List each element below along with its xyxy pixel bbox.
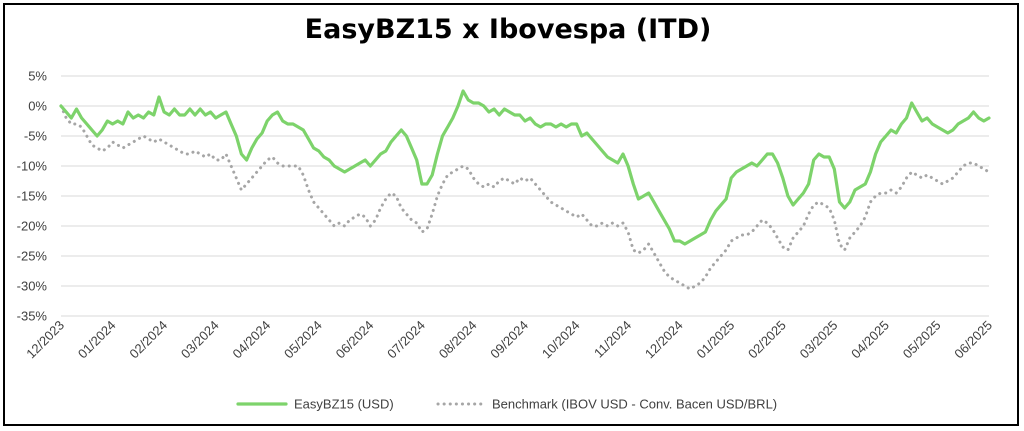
x-tick-label: 01/2025 bbox=[694, 318, 738, 362]
chart-frame bbox=[3, 3, 1019, 426]
x-tick-label: 02/2024 bbox=[126, 318, 170, 362]
x-tick-label: 11/2024 bbox=[591, 318, 634, 361]
legend-label-benchmark: Benchmark (IBOV USD - Conv. Bacen USD/BR… bbox=[492, 397, 777, 412]
y-tick-label: -5% bbox=[24, 129, 48, 144]
x-tick-label: 05/2025 bbox=[900, 318, 944, 362]
y-tick-label: -10% bbox=[17, 159, 48, 174]
x-tick-label: 04/2024 bbox=[230, 318, 274, 362]
x-tick-label: 04/2025 bbox=[848, 318, 892, 362]
x-tick-label: 10/2024 bbox=[539, 318, 583, 362]
x-tick-label: 01/2024 bbox=[75, 318, 119, 362]
x-tick-label: 06/2025 bbox=[951, 318, 995, 362]
y-tick-label: -25% bbox=[17, 249, 48, 264]
chart-title: EasyBZ15 x Ibovespa (ITD) bbox=[304, 14, 712, 45]
x-tick-label: 03/2025 bbox=[797, 318, 841, 362]
y-tick-label: 0% bbox=[28, 99, 47, 114]
y-tick-label: -20% bbox=[17, 219, 48, 234]
legend: EasyBZ15 (USD) Benchmark (IBOV USD - Conv… bbox=[236, 397, 777, 412]
x-tick-label: 08/2024 bbox=[436, 318, 480, 362]
x-tick-label: 09/2024 bbox=[487, 318, 531, 362]
legend-label-easybz15: EasyBZ15 (USD) bbox=[294, 397, 394, 412]
x-tick-label: 06/2024 bbox=[333, 318, 377, 362]
x-tick-label: 02/2025 bbox=[745, 318, 789, 362]
y-axis-ticks: 5% 0% -5% -10% -15% -20% -25% -30% -35% bbox=[17, 69, 48, 324]
x-tick-label: 12/2023 bbox=[23, 318, 67, 362]
x-tick-label: 12/2024 bbox=[642, 318, 686, 362]
series-line-benchmark bbox=[59, 104, 991, 291]
y-tick-label: -30% bbox=[17, 279, 48, 294]
x-tick-label: 03/2024 bbox=[178, 318, 222, 362]
x-tick-label: 05/2024 bbox=[281, 318, 325, 362]
gridlines bbox=[61, 75, 989, 317]
x-tick-label: 07/2024 bbox=[384, 318, 428, 362]
y-tick-label: -35% bbox=[17, 309, 48, 324]
y-tick-label: -15% bbox=[17, 189, 48, 204]
series-group bbox=[59, 89, 991, 291]
y-tick-label: 5% bbox=[28, 69, 47, 84]
x-axis-ticks: 12/2023 01/2024 02/2024 03/2024 04/2024 05/20… bbox=[23, 318, 995, 362]
series-line-easybz15 bbox=[59, 89, 991, 246]
